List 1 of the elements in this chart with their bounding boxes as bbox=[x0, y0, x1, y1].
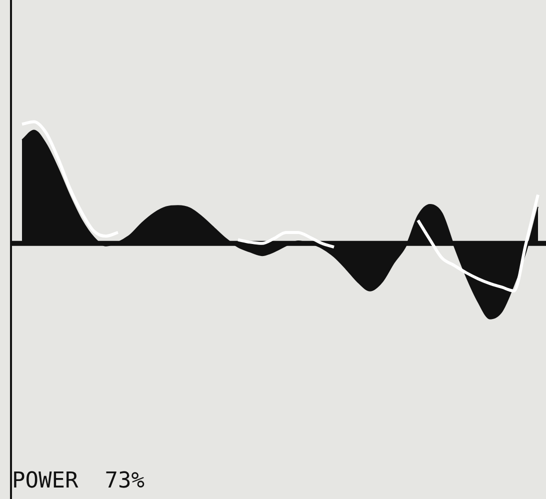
text: POWER 73% bbox=[12, 468, 144, 494]
